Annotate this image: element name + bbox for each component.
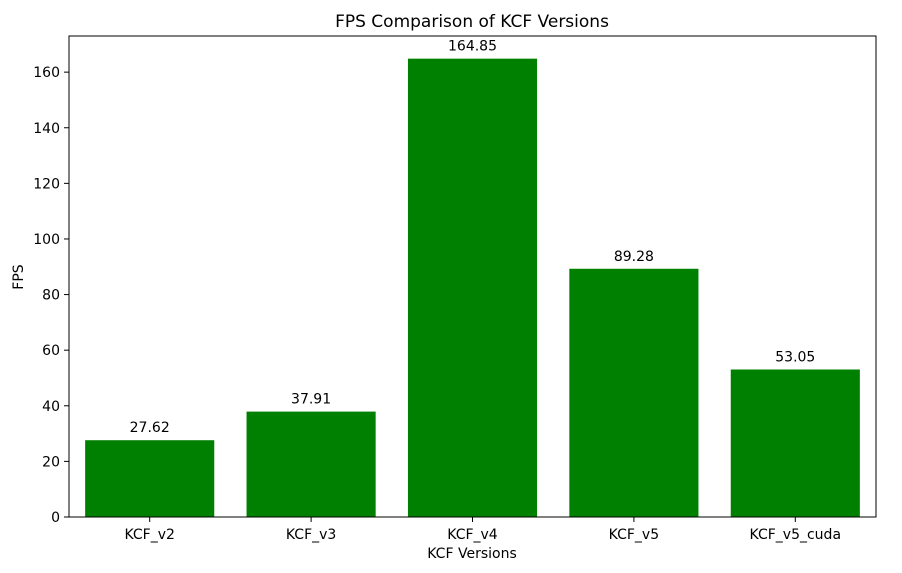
x-axis: KCF_v2 KCF_v3 KCF_v4 KCF_v5 KCF_v5_cuda [124,517,841,543]
bar-value-label: 53.05 [775,350,815,366]
bar-value-label: 37.91 [291,392,331,408]
x-tick-label: KCF_v5 [609,527,659,543]
bar-value-label: 89.28 [614,249,654,265]
bar [85,440,215,517]
x-tick-label: KCF_v4 [447,527,498,543]
value-labels-layer: 27.62 37.91 164.85 89.28 53.05 [130,39,816,437]
y-tick-label: 60 [42,343,60,359]
bar [730,369,860,517]
y-tick-label: 100 [33,232,60,248]
bar [246,411,376,517]
y-tick-label: 120 [33,176,60,192]
bar [569,268,699,517]
x-tick-label: KCF_v3 [286,527,336,543]
bar-value-label: 27.62 [130,420,170,436]
y-axis: 0 20 40 60 80 100 120 140 160 [33,65,69,526]
bars-layer [85,58,860,518]
y-tick-label: 160 [33,65,60,81]
y-tick-label: 140 [33,121,60,137]
x-tick-label: KCF_v2 [124,527,174,543]
y-tick-label: 40 [42,399,60,415]
chart-title: FPS Comparison of KCF Versions [335,12,609,32]
y-tick-label: 0 [51,510,60,526]
x-tick-label: KCF_v5_cuda [750,527,841,543]
y-axis-label: FPS [11,264,27,289]
y-tick-label: 20 [42,454,60,470]
bar-value-label: 164.85 [448,39,497,55]
x-axis-label: KCF Versions [427,546,516,562]
y-tick-label: 80 [42,288,60,304]
bar [407,58,538,518]
plot-area-frame [68,35,877,518]
